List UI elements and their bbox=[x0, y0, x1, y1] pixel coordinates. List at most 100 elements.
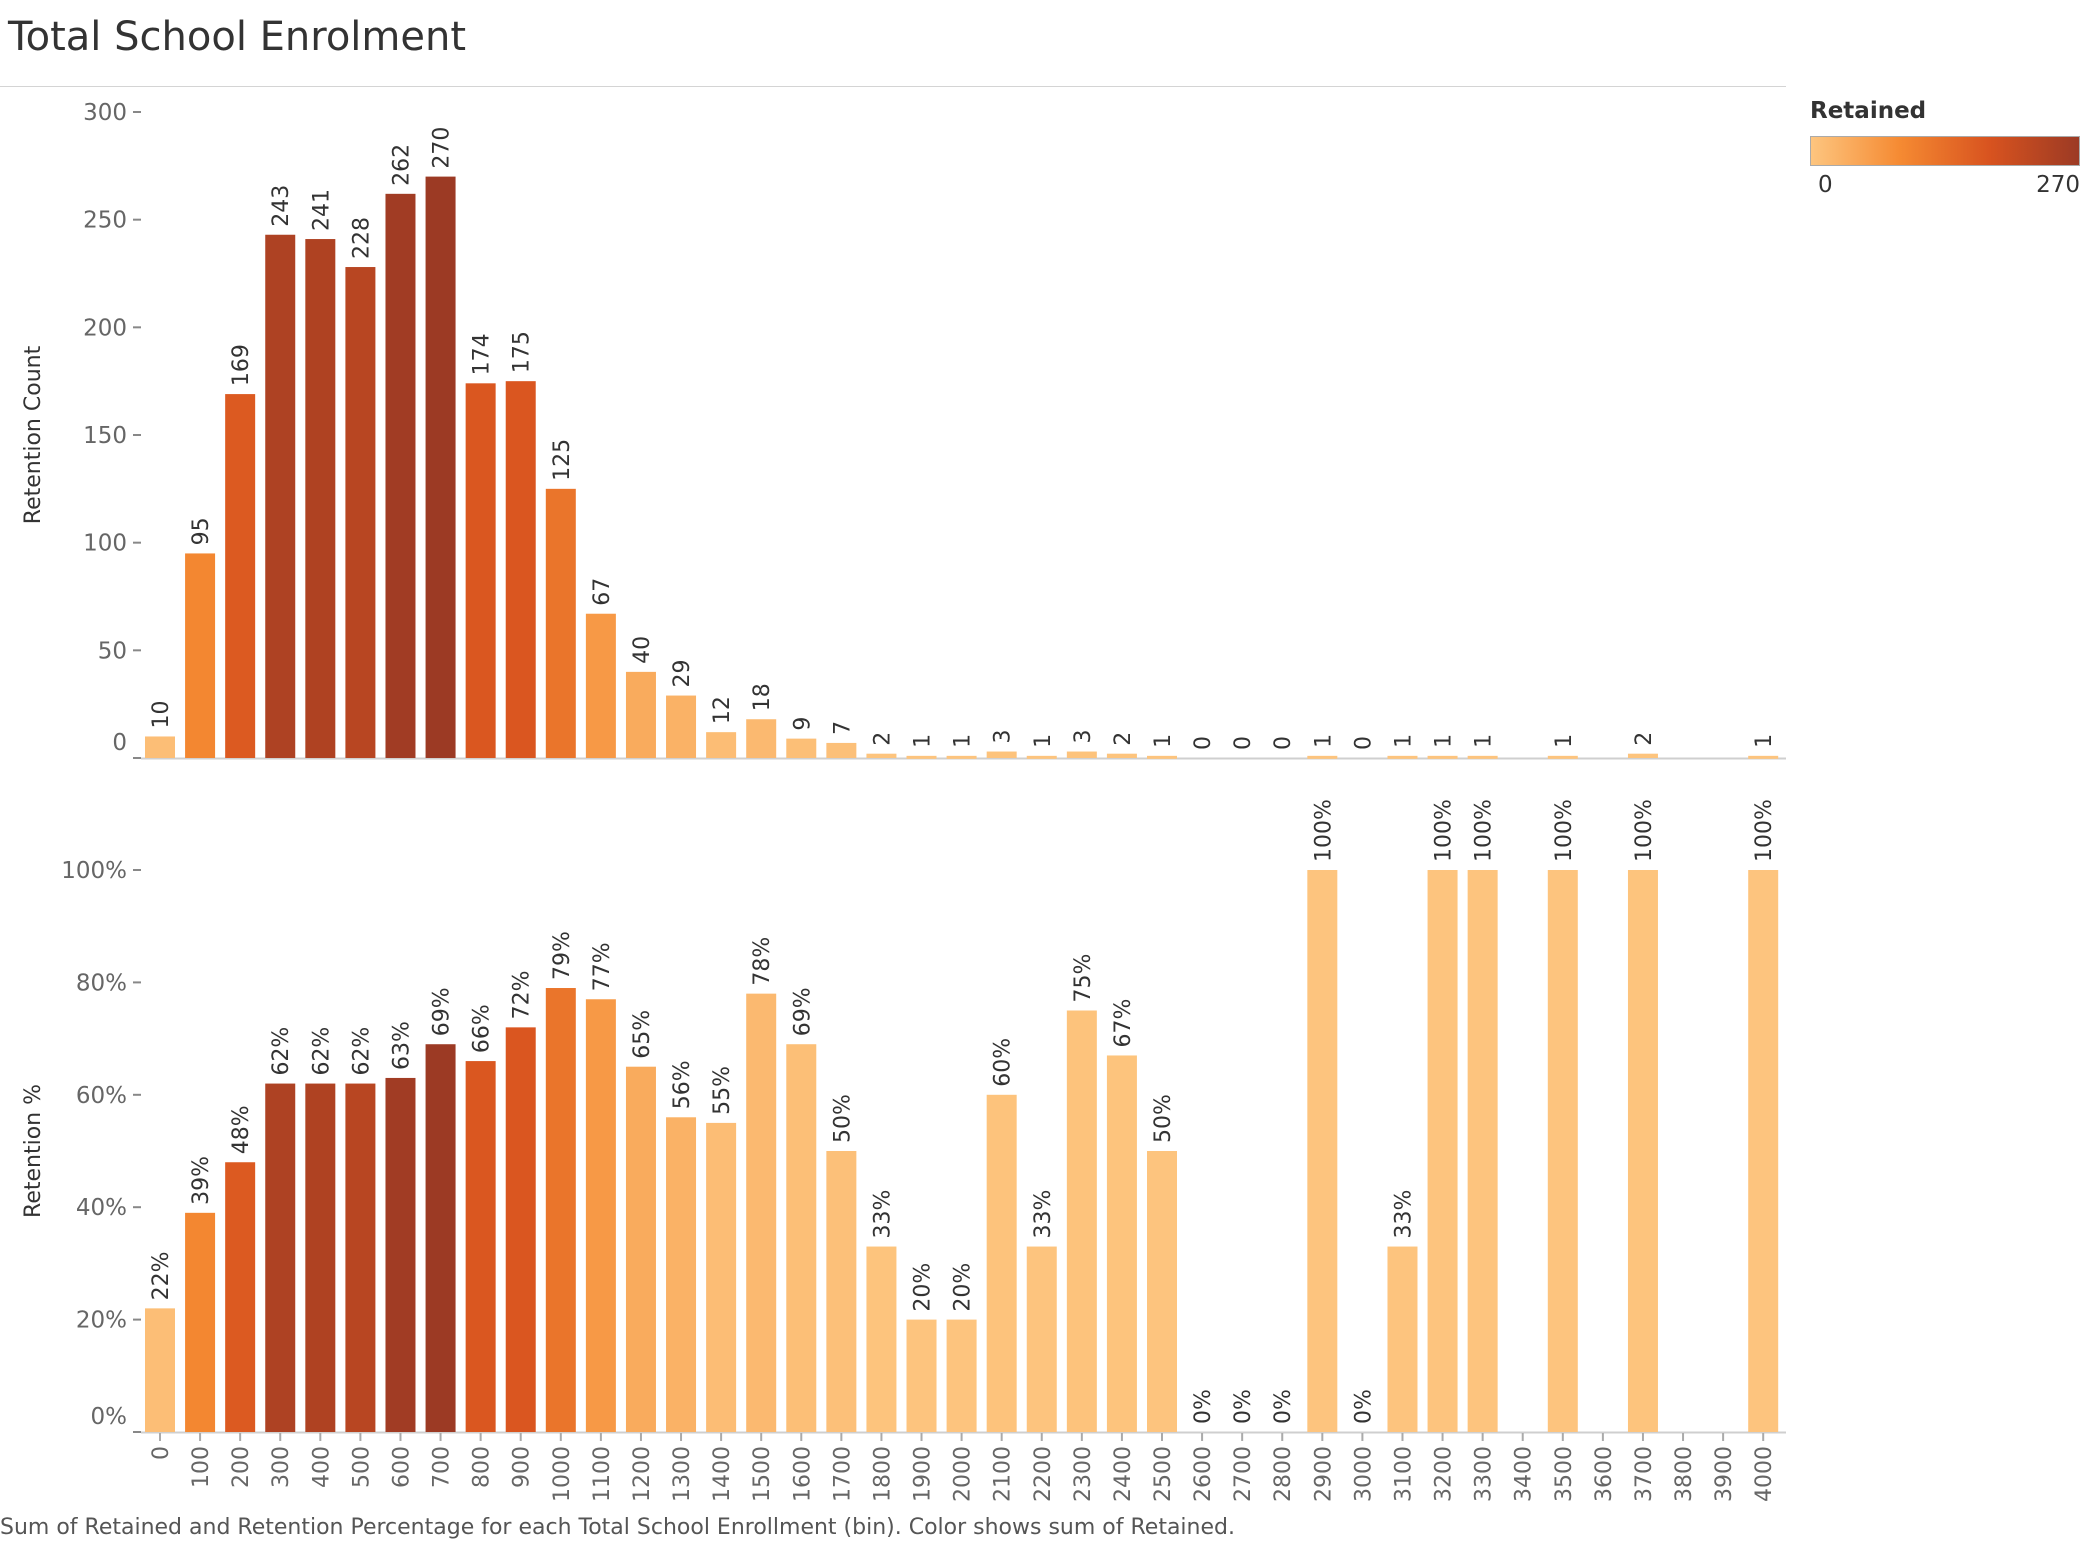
count-bar-300 bbox=[265, 234, 296, 759]
percent-bar-4000 bbox=[1748, 870, 1779, 1432]
percent-bar-3100 bbox=[1387, 1246, 1418, 1432]
percent-data-label-2200: 33% bbox=[1031, 1190, 1056, 1239]
percent-data-label-3100: 33% bbox=[1391, 1190, 1416, 1239]
count-data-label-2300: 3 bbox=[1071, 730, 1096, 744]
percent-bar-400 bbox=[305, 1083, 336, 1432]
percent-bar-2100 bbox=[986, 1094, 1017, 1432]
legend-gradient bbox=[1810, 136, 2080, 166]
percent-bar-3300 bbox=[1467, 870, 1498, 1432]
x-tick-label-1300: 1300 bbox=[670, 1446, 695, 1502]
percent-bar-1900 bbox=[906, 1319, 937, 1432]
legend-title: Retained bbox=[1810, 98, 1927, 124]
percent-data-label-3000: 0% bbox=[1351, 1389, 1376, 1424]
percent-ytick-label: 60% bbox=[76, 1083, 127, 1109]
x-tick-label-2100: 2100 bbox=[991, 1446, 1016, 1502]
percent-data-label-2900: 100% bbox=[1311, 799, 1336, 862]
x-tick-label-1700: 1700 bbox=[830, 1446, 855, 1502]
count-data-label-3000: 0 bbox=[1351, 736, 1376, 750]
percent-data-label-0: 22% bbox=[149, 1251, 174, 1300]
legend-max-label: 270 bbox=[2036, 172, 2080, 198]
count-data-label-2900: 1 bbox=[1311, 734, 1336, 748]
x-tick-label-3400: 3400 bbox=[1512, 1446, 1537, 1502]
x-tick-label-800: 800 bbox=[470, 1446, 495, 1488]
percent-data-label-1800: 33% bbox=[870, 1190, 895, 1239]
x-tick-label-3100: 3100 bbox=[1391, 1446, 1416, 1502]
count-y-axis-title: Retention Count bbox=[21, 345, 46, 524]
count-data-label-900: 175 bbox=[510, 331, 535, 373]
x-tick-label-1500: 1500 bbox=[750, 1446, 775, 1502]
percent-data-label-3500: 100% bbox=[1552, 799, 1577, 862]
count-data-label-1000: 125 bbox=[550, 439, 575, 481]
count-bar-3100 bbox=[1387, 755, 1418, 759]
percent-bar-600 bbox=[385, 1077, 416, 1432]
percent-bar-1300 bbox=[666, 1117, 697, 1432]
count-bar-1500 bbox=[746, 719, 777, 758]
percent-bar-800 bbox=[465, 1061, 496, 1432]
count-bar-3700 bbox=[1627, 753, 1658, 758]
count-data-label-400: 241 bbox=[309, 189, 334, 231]
percent-data-label-900: 72% bbox=[510, 970, 535, 1019]
count-data-label-1100: 67 bbox=[590, 578, 615, 606]
count-bar-3300 bbox=[1467, 755, 1498, 759]
percent-bar-500 bbox=[345, 1083, 376, 1432]
count-data-label-1300: 29 bbox=[670, 660, 695, 688]
count-data-label-1700: 7 bbox=[830, 721, 855, 735]
x-tick-label-200: 200 bbox=[229, 1446, 254, 1488]
percent-y-axis-title: Retention % bbox=[21, 1084, 46, 1218]
count-data-label-2500: 1 bbox=[1151, 734, 1176, 748]
color-legend: Retained 0 270 bbox=[1810, 98, 2082, 198]
percent-data-label-200: 48% bbox=[229, 1105, 254, 1154]
count-data-label-600: 262 bbox=[389, 144, 414, 186]
count-bar-800 bbox=[465, 383, 496, 758]
percent-bar-2000 bbox=[946, 1319, 977, 1432]
count-data-label-800: 174 bbox=[470, 333, 495, 375]
count-ytick-label: 150 bbox=[83, 423, 127, 449]
x-tick-label-2900: 2900 bbox=[1311, 1446, 1336, 1502]
count-data-label-700: 270 bbox=[430, 127, 455, 169]
x-tick-label-3000: 3000 bbox=[1351, 1446, 1376, 1502]
chart-caption: Sum of Retained and Retention Percentage… bbox=[0, 1515, 1235, 1540]
percent-data-label-1600: 69% bbox=[790, 987, 815, 1036]
x-tick-label-0: 0 bbox=[149, 1446, 174, 1460]
x-tick-label-2400: 2400 bbox=[1111, 1446, 1136, 1502]
percent-data-label-3200: 100% bbox=[1432, 799, 1457, 862]
count-data-label-3100: 1 bbox=[1391, 734, 1416, 748]
count-bar-1700 bbox=[826, 742, 857, 758]
x-tick-label-3600: 3600 bbox=[1592, 1446, 1617, 1502]
percent-data-label-1200: 65% bbox=[630, 1010, 655, 1059]
x-tick-label-2000: 2000 bbox=[951, 1446, 976, 1502]
x-tick-label-3500: 3500 bbox=[1552, 1446, 1577, 1502]
percent-ytick-label: 40% bbox=[76, 1195, 127, 1221]
percent-bar-100 bbox=[185, 1212, 216, 1432]
x-tick-label-3200: 3200 bbox=[1432, 1446, 1457, 1502]
count-bar-200 bbox=[225, 394, 256, 758]
count-bar-2900 bbox=[1307, 755, 1338, 759]
percent-data-label-1000: 79% bbox=[550, 931, 575, 980]
percent-bar-2200 bbox=[1026, 1246, 1057, 1432]
percent-data-label-700: 69% bbox=[430, 987, 455, 1036]
percent-data-label-2100: 60% bbox=[991, 1038, 1016, 1087]
percent-data-label-1100: 77% bbox=[590, 942, 615, 991]
count-bar-3500 bbox=[1547, 755, 1578, 759]
count-bar-700 bbox=[425, 176, 456, 759]
percent-data-label-500: 62% bbox=[349, 1027, 374, 1076]
count-data-label-2200: 1 bbox=[1031, 734, 1056, 748]
x-tick-label-700: 700 bbox=[430, 1446, 455, 1488]
count-bar-1200 bbox=[625, 671, 656, 758]
percent-ytick-label: 80% bbox=[76, 970, 127, 996]
percent-bar-2900 bbox=[1307, 870, 1338, 1432]
percent-bar-900 bbox=[505, 1027, 536, 1432]
count-bar-1100 bbox=[585, 613, 616, 758]
x-tick-label-1000: 1000 bbox=[550, 1446, 575, 1502]
percent-data-label-2500: 50% bbox=[1151, 1094, 1176, 1143]
count-ytick-label: 200 bbox=[83, 315, 127, 341]
x-tick-label-1400: 1400 bbox=[710, 1446, 735, 1502]
count-data-label-1900: 1 bbox=[911, 734, 936, 748]
x-tick-label-2300: 2300 bbox=[1071, 1446, 1096, 1502]
count-bar-500 bbox=[345, 267, 376, 758]
x-tick-label-300: 300 bbox=[269, 1446, 294, 1488]
count-ytick-label: 50 bbox=[98, 638, 127, 664]
count-data-label-100: 95 bbox=[189, 517, 214, 545]
percent-data-label-400: 62% bbox=[309, 1027, 334, 1076]
count-bar-400 bbox=[305, 239, 336, 759]
